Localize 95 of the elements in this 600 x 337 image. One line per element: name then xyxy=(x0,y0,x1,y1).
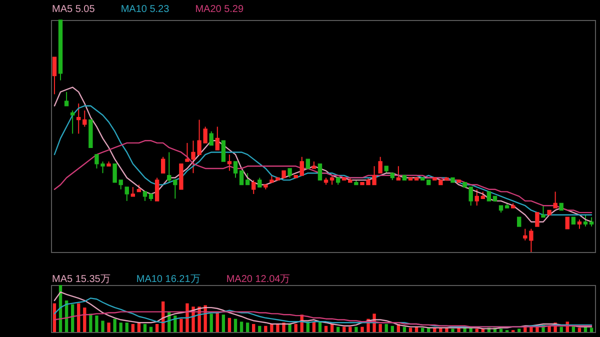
text: MA20 5.29 xyxy=(195,4,244,15)
bar xyxy=(101,320,104,332)
candlestick xyxy=(535,212,540,227)
candlestick xyxy=(215,126,220,150)
bar xyxy=(240,322,244,332)
candlestick xyxy=(378,156,382,174)
bar xyxy=(294,324,298,332)
bar xyxy=(270,324,274,332)
candlestick xyxy=(160,156,166,174)
text: MA5 5.05 xyxy=(52,4,95,15)
candlestick xyxy=(82,110,87,128)
candlestick xyxy=(523,228,528,241)
candlestick xyxy=(209,130,214,146)
bar xyxy=(548,326,551,332)
candlestick xyxy=(142,191,148,202)
bar xyxy=(77,303,80,332)
candlestick xyxy=(258,177,262,188)
bar xyxy=(89,314,92,332)
bar xyxy=(186,303,189,332)
candlestick xyxy=(70,110,75,134)
bar xyxy=(384,324,388,332)
candlestick xyxy=(577,219,582,230)
candlestick xyxy=(221,140,226,162)
bar xyxy=(125,322,128,332)
bar xyxy=(378,324,382,332)
series-label: MA5 15.35万 xyxy=(52,273,110,286)
bar xyxy=(288,324,292,332)
bar xyxy=(155,324,159,332)
bar xyxy=(234,318,238,332)
bar xyxy=(222,314,226,332)
bar xyxy=(252,324,256,332)
candlestick xyxy=(553,191,558,208)
candlestick xyxy=(583,214,588,227)
candlestick xyxy=(252,180,256,194)
bar xyxy=(95,316,98,332)
bar xyxy=(131,324,134,332)
candlestick xyxy=(76,103,81,134)
bar xyxy=(499,328,503,332)
bar xyxy=(149,326,153,332)
candlestick xyxy=(154,177,160,202)
bar xyxy=(518,328,521,332)
candlestick xyxy=(233,161,238,178)
candlestick xyxy=(288,168,292,178)
bar xyxy=(264,326,268,332)
candlestick xyxy=(239,170,244,186)
candlestick xyxy=(565,216,570,230)
candlestick xyxy=(318,163,322,180)
candlestick xyxy=(330,174,334,186)
candlestick xyxy=(300,156,304,176)
bar xyxy=(83,308,86,332)
bar xyxy=(390,326,394,332)
bar xyxy=(258,326,262,332)
bar xyxy=(276,324,280,332)
candlestick xyxy=(167,152,172,183)
candlestick xyxy=(396,166,401,181)
candlestick xyxy=(173,180,178,200)
candlestick xyxy=(118,180,123,190)
bar xyxy=(210,314,213,332)
bar xyxy=(228,318,232,332)
bar xyxy=(336,326,340,332)
candlestick xyxy=(529,228,534,252)
text: MA20 12.04万 xyxy=(226,273,290,286)
text: MA10 5.23 xyxy=(120,4,170,15)
candlestick xyxy=(541,205,546,218)
candlestick xyxy=(306,158,310,169)
candlestick xyxy=(589,216,594,227)
candlestick xyxy=(486,191,492,202)
candlestick xyxy=(474,188,479,206)
candlestick xyxy=(130,186,136,197)
bar xyxy=(360,326,364,332)
bar xyxy=(354,326,358,332)
bar xyxy=(402,326,406,332)
bar xyxy=(70,304,74,332)
candlestick xyxy=(245,172,250,186)
bar xyxy=(451,328,454,332)
candlestick xyxy=(64,91,69,106)
bar xyxy=(137,322,141,332)
bar xyxy=(324,326,328,332)
candlestick xyxy=(112,163,117,183)
text: MA10 16.21万 xyxy=(136,273,200,286)
bar xyxy=(560,326,563,332)
bar xyxy=(143,324,147,332)
candlestick xyxy=(517,216,522,227)
bar xyxy=(113,318,116,332)
bar xyxy=(180,318,183,332)
candlestick xyxy=(124,186,129,202)
bar xyxy=(246,322,250,332)
bar xyxy=(107,322,110,332)
bar xyxy=(342,326,346,332)
bar xyxy=(530,326,533,332)
bar xyxy=(348,326,352,332)
candlestick xyxy=(52,56,57,95)
candlestick xyxy=(227,154,232,172)
bar xyxy=(119,322,122,332)
bar xyxy=(475,328,478,332)
